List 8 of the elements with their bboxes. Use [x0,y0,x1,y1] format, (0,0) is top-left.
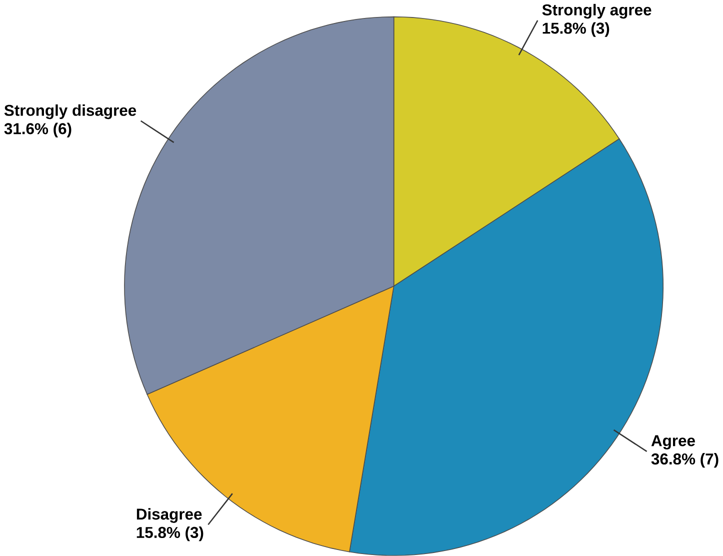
data-label: 31.6% (6) [4,122,72,138]
slice-label: Strongly disagree [4,104,136,120]
data-label: 36.8% (7) [651,453,718,468]
slice-label: Agree [651,435,695,450]
data-label: 15.8% (3) [542,22,610,37]
data-label: 15.8% (3) [136,526,204,542]
slice-label: Strongly agree [542,4,652,19]
slice-label: Disagree [136,508,202,523]
